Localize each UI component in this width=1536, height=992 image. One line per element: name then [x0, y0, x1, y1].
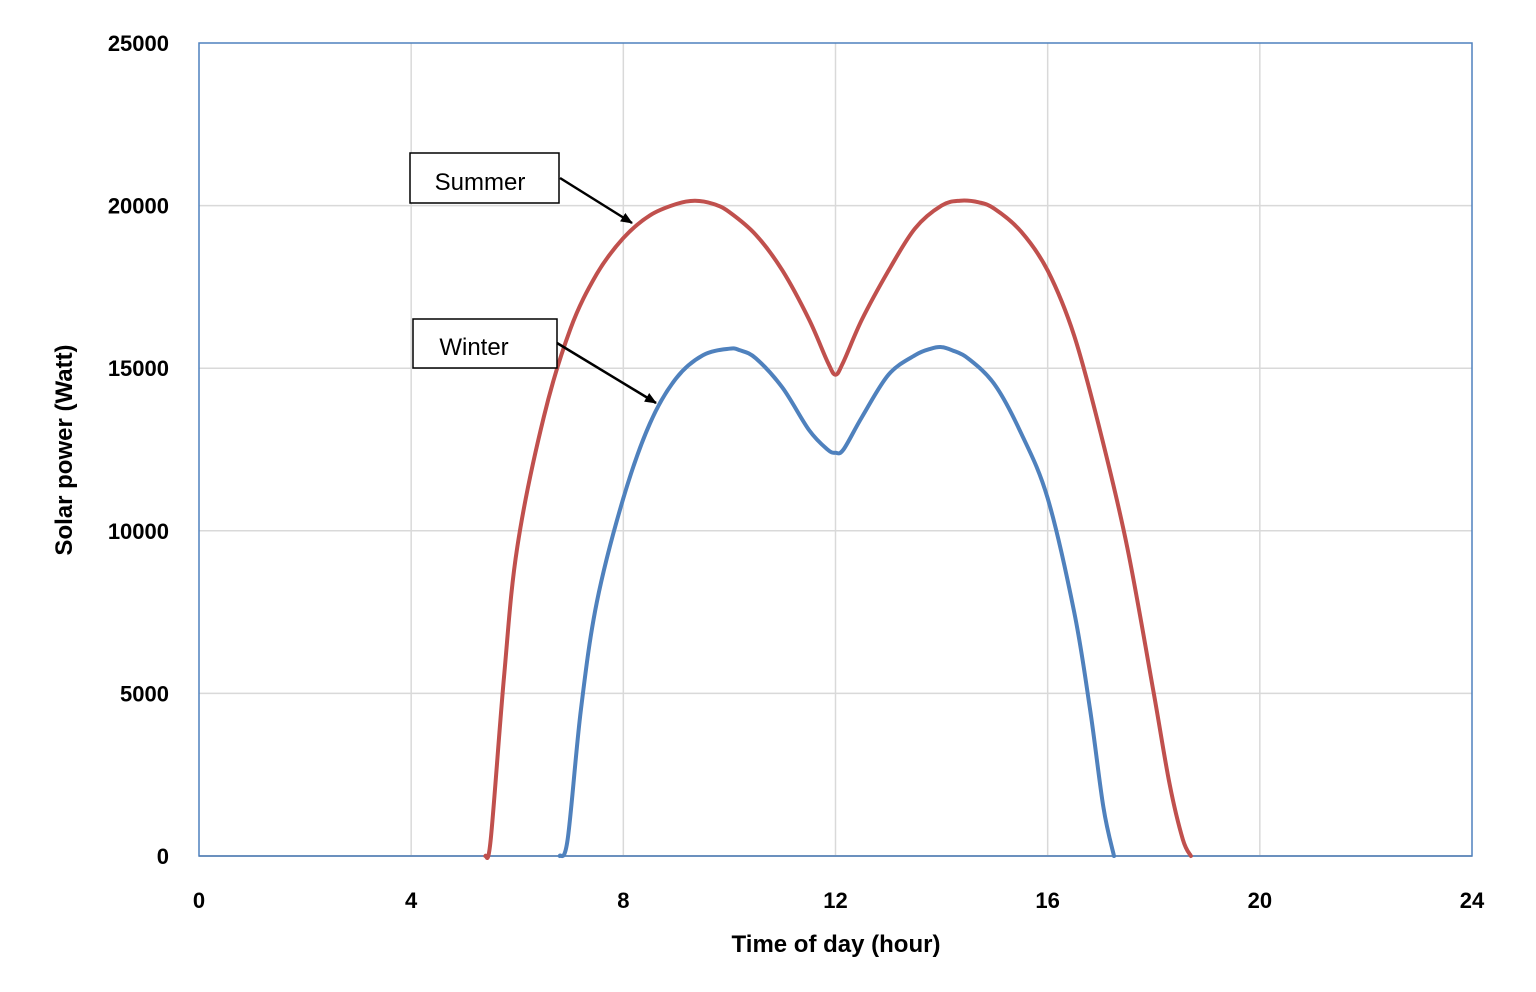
y-tick-label: 20000 — [108, 194, 169, 219]
y-tick-label: 15000 — [108, 356, 169, 381]
summer-callout-arrow — [559, 176, 633, 225]
plot-area-frame — [198, 42, 1473, 857]
winter-callout: Winter — [412, 318, 657, 405]
x-tick-label: 0 — [193, 888, 205, 913]
x-tick-label: 24 — [1460, 888, 1485, 913]
summer-callout-label: Summer — [435, 169, 526, 196]
y-axis-title: Solar power (Watt) — [51, 344, 78, 555]
winter-callout-arrow — [556, 341, 657, 405]
y-axis-ticks: 0 5000 10000 15000 20000 25000 — [108, 31, 169, 869]
y-tick-label: 25000 — [108, 31, 169, 56]
winter-callout-label: Winter — [439, 334, 508, 361]
x-tick-label: 20 — [1248, 888, 1272, 913]
x-axis-title: Time of day (hour) — [732, 931, 941, 958]
y-tick-label: 5000 — [120, 681, 169, 706]
x-tick-label: 16 — [1035, 888, 1059, 913]
x-axis-ticks: 0 4 8 12 16 20 24 — [193, 888, 1485, 913]
y-tick-label: 10000 — [108, 519, 169, 544]
x-tick-label: 4 — [405, 888, 418, 913]
series-line-winter — [557, 345, 1116, 859]
x-tick-label: 8 — [617, 888, 629, 913]
summer-callout-box — [409, 152, 560, 204]
winter-callout-box — [412, 318, 558, 369]
x-tick-label: 12 — [823, 888, 847, 913]
summer-callout: Summer — [409, 152, 633, 225]
y-tick-label: 0 — [157, 844, 169, 869]
